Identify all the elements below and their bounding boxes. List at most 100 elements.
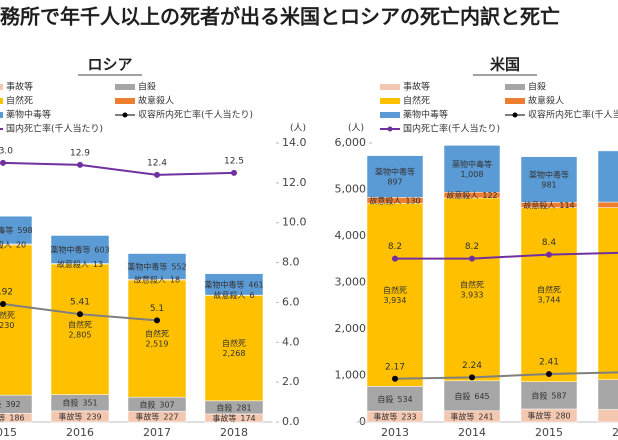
legend-label: 薬物中毒等 — [6, 109, 51, 121]
bar-label-name: 自殺 — [216, 402, 232, 412]
bar-label: 事故等 280 — [527, 410, 570, 420]
x-tick-label: 2018 — [220, 426, 248, 439]
bar-label: 自殺 281 — [216, 402, 251, 412]
bar-segment — [50, 235, 110, 264]
y2-tick-label: 6.0 — [282, 295, 300, 308]
bar-label: 事故等 227 — [135, 411, 178, 421]
legend-swatch — [0, 98, 3, 104]
legend-marker — [122, 112, 128, 118]
bar-label-value: 281 — [236, 403, 251, 412]
y-tick-label: 3,000 — [335, 276, 367, 289]
line-point — [231, 169, 237, 176]
bar-label-name: 自然死 — [145, 328, 169, 338]
x-tick-label: 2013 — [381, 426, 409, 439]
bar-segment — [443, 145, 501, 193]
line-point — [546, 370, 552, 377]
bar-label-name: 薬物中毒等 — [452, 158, 492, 168]
bar-label-value: 534 — [397, 394, 412, 403]
line-point — [154, 171, 160, 178]
bar-label: 自殺 392 — [0, 399, 21, 409]
y2-tick-label: 14.0 — [282, 136, 307, 149]
bar-label-name: 事故等 — [0, 412, 5, 422]
bar-label-value: 241 — [478, 412, 493, 421]
bar-label-name: 薬物中毒等 — [127, 261, 167, 271]
y2-tick-label: 10.0 — [282, 216, 307, 229]
bar-segment — [127, 396, 187, 412]
bar-segment — [366, 386, 424, 412]
legend-label: 国内死亡率(千人当たり) — [403, 123, 500, 135]
line-point — [77, 311, 83, 318]
bar-segment — [520, 207, 578, 382]
legend-swatch — [505, 98, 525, 104]
bar-label-name: 薬物中毒等 — [204, 279, 244, 289]
y2-tick-label: 0.0 — [282, 415, 300, 428]
y2-unit: (人) — [290, 123, 306, 134]
bar-label-name: 自然死 — [537, 284, 561, 294]
bar-label-name: 自殺 — [377, 393, 393, 403]
x-tick-label: 2015 — [0, 426, 17, 439]
bar-segment — [597, 207, 618, 380]
bar-label-name: 自然死 — [222, 338, 246, 348]
bar-label: 故意殺人 6 — [213, 290, 254, 300]
line-label: 12.5 — [224, 156, 244, 166]
bar-segment — [0, 244, 33, 396]
legend-label: 収容所内死亡率(千人当たり) — [138, 109, 253, 121]
bar-segment — [127, 279, 187, 398]
line-point — [392, 255, 398, 262]
bar-label: 故意殺人 20 — [0, 239, 26, 249]
x-tick-label: 2016 — [66, 426, 94, 439]
bar-segment — [366, 155, 424, 198]
legend-label: 国内死亡率(千人当たり) — [6, 123, 103, 135]
y-unit: (人) — [348, 123, 364, 134]
line-point — [77, 161, 83, 168]
line-label: 8.2 — [388, 242, 402, 252]
bar-label: 自殺 351 — [62, 397, 97, 407]
bar-label-value: 3,934 — [384, 295, 407, 304]
bar-label-value: 645 — [474, 391, 489, 400]
bar-segment — [597, 150, 618, 203]
bar-label-name: 薬物中毒等 — [50, 244, 90, 254]
bar-label-value: 3,933 — [461, 290, 484, 299]
bar-label-name: 自然死 — [68, 319, 92, 329]
line-label: 12.4 — [147, 158, 167, 168]
line-label: 5.41 — [70, 298, 90, 308]
bar-label-value: 3,230 — [0, 321, 14, 330]
line-series — [394, 371, 618, 380]
bar-label-value: 598 — [17, 226, 32, 235]
line-series — [2, 161, 235, 176]
bar-label: 事故等 174 — [212, 412, 255, 422]
line-label: 2.17 — [385, 362, 405, 372]
bar-label-name: 自殺 — [0, 399, 1, 409]
legend-label: 薬物中毒等 — [403, 109, 448, 121]
bar-label-name: 自然死 — [460, 279, 484, 289]
line-label: 5.92 — [0, 288, 13, 298]
x-tick-label: 2016 — [612, 426, 618, 439]
x-tick-label: 2015 — [535, 426, 563, 439]
page-title: 務所で年千人以上の死者が出る米国とロシアの死亡内訳と死亡 — [0, 5, 560, 29]
bar-label-value: 239 — [86, 412, 101, 421]
bar-label: 事故等 233 — [373, 411, 416, 421]
bar-segment — [597, 379, 618, 410]
bar-label-name: 事故等 — [58, 411, 82, 421]
bar-label: 薬物中毒等 981 — [529, 169, 569, 189]
legend-swatch — [380, 84, 400, 90]
line-label: 2.41 — [539, 357, 559, 367]
bar-label: 事故等 239 — [58, 411, 101, 421]
bar-label-name: 薬物中毒等 — [0, 225, 13, 235]
legend-swatch — [115, 84, 135, 90]
bar-label: 薬物中毒等 461 — [204, 279, 263, 289]
bar-segment — [520, 381, 578, 410]
line-label: 5.1 — [150, 304, 164, 314]
legend-label: 事故等 — [403, 81, 430, 93]
bar-label: 自然死 3,933 — [460, 279, 484, 299]
bar-label-name: 事故等 — [450, 411, 474, 421]
y-tick-label: 6,000 — [335, 136, 367, 149]
bar-label: 薬物中毒等 598 — [0, 225, 33, 235]
bar-label: 故意殺人 122 — [446, 190, 497, 200]
bar-label-name: 事故等 — [527, 410, 551, 420]
bar-label-value: 3,744 — [538, 295, 561, 304]
bar-label-value: 603 — [94, 245, 109, 254]
line-point — [469, 374, 475, 381]
line-point — [392, 375, 398, 382]
